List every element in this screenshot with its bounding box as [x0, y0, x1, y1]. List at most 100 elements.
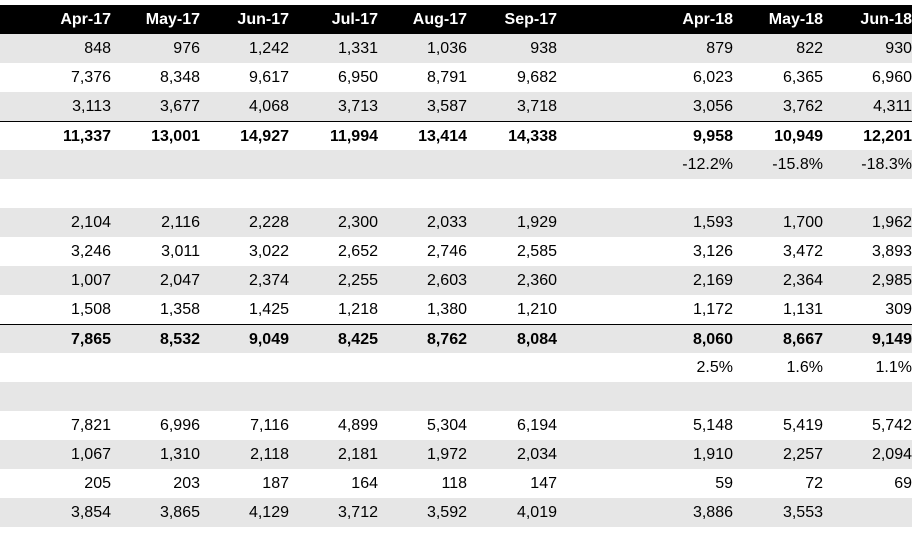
table-cell[interactable] — [26, 179, 111, 208]
table-cell[interactable]: 7,376 — [70, 69, 111, 86]
table-cell[interactable]: 2,255 — [337, 272, 378, 289]
table-cell[interactable] — [204, 353, 289, 382]
table-cell[interactable]: 5,419 — [782, 417, 823, 434]
table-cell[interactable]: 3,893 — [871, 243, 912, 260]
table-cell[interactable]: 12,201 — [863, 128, 912, 145]
table-cell[interactable]: 2,374 — [248, 272, 289, 289]
table-cell[interactable]: 1,036 — [426, 40, 467, 57]
table-cell[interactable] — [827, 498, 912, 527]
table-cell[interactable]: 2,228 — [248, 214, 289, 231]
table-cell[interactable]: 9,149 — [871, 331, 912, 348]
table-cell[interactable] — [827, 179, 912, 208]
table-cell[interactable]: -15.8% — [772, 156, 823, 173]
table-cell[interactable]: 1,242 — [248, 40, 289, 57]
table-cell[interactable]: 9,617 — [248, 69, 289, 86]
table-cell[interactable]: 8,060 — [692, 331, 733, 348]
table-cell[interactable] — [472, 382, 557, 411]
table-cell[interactable]: 3,553 — [782, 504, 823, 521]
table-cell[interactable]: 2,746 — [426, 243, 467, 260]
table-cell[interactable]: 1,172 — [692, 301, 733, 318]
column-header[interactable]: Jul-17 — [331, 11, 378, 28]
column-header[interactable]: Jun-17 — [237, 11, 289, 28]
table-cell[interactable]: 164 — [351, 475, 378, 492]
table-cell[interactable]: 6,194 — [516, 417, 557, 434]
table-cell[interactable]: 1,131 — [782, 301, 823, 318]
table-cell[interactable]: 1,007 — [70, 272, 111, 289]
table-cell[interactable]: 3,246 — [70, 243, 111, 260]
column-header[interactable]: Apr-17 — [60, 11, 111, 28]
table-cell[interactable]: 1,929 — [516, 214, 557, 231]
table-cell[interactable]: 11,337 — [62, 128, 111, 145]
table-cell[interactable] — [204, 179, 289, 208]
table-cell[interactable]: 9,682 — [516, 69, 557, 86]
table-cell[interactable]: 10,949 — [774, 128, 823, 145]
table-cell[interactable]: 309 — [885, 301, 912, 318]
table-cell[interactable]: 2,094 — [871, 446, 912, 463]
table-cell[interactable]: 205 — [84, 475, 111, 492]
table-cell[interactable]: 7,821 — [70, 417, 111, 434]
table-cell[interactable]: 1,700 — [782, 214, 823, 231]
table-cell[interactable]: 11,994 — [329, 128, 378, 145]
table-cell[interactable] — [382, 179, 467, 208]
table-cell[interactable]: 147 — [530, 475, 557, 492]
table-cell[interactable] — [472, 150, 557, 179]
table-cell[interactable]: 3,011 — [161, 243, 200, 260]
table-cell[interactable]: 848 — [84, 40, 111, 57]
table-cell[interactable] — [26, 382, 111, 411]
table-cell[interactable]: 1,210 — [516, 301, 557, 318]
table-cell[interactable]: 2,118 — [250, 446, 289, 463]
table-cell[interactable]: 5,148 — [692, 417, 733, 434]
table-cell[interactable]: 822 — [796, 40, 823, 57]
table-cell[interactable]: 1,972 — [426, 446, 467, 463]
table-cell[interactable]: 2,257 — [782, 446, 823, 463]
table-cell[interactable]: 1,218 — [337, 301, 378, 318]
table-cell[interactable]: 3,677 — [159, 98, 200, 115]
table-cell[interactable]: 2,985 — [871, 272, 912, 289]
column-header[interactable]: Jun-18 — [860, 11, 912, 28]
table-cell[interactable]: -18.3% — [861, 156, 912, 173]
table-cell[interactable] — [115, 179, 200, 208]
table-cell[interactable]: 3,886 — [692, 504, 733, 521]
table-cell[interactable]: 9,049 — [248, 331, 289, 348]
table-cell[interactable]: 2,585 — [516, 243, 557, 260]
table-cell[interactable]: 203 — [173, 475, 200, 492]
table-cell[interactable] — [115, 150, 200, 179]
table-cell[interactable]: 976 — [173, 40, 200, 57]
table-cell[interactable] — [382, 353, 467, 382]
table-cell[interactable]: 930 — [885, 40, 912, 57]
table-cell[interactable]: 2,116 — [161, 214, 200, 231]
table-cell[interactable]: 3,592 — [426, 504, 467, 521]
table-cell[interactable]: 1,380 — [426, 301, 467, 318]
table-cell[interactable]: 2,104 — [70, 214, 111, 231]
table-cell[interactable]: 13,001 — [151, 128, 200, 145]
table-cell[interactable]: 3,718 — [516, 98, 557, 115]
table-cell[interactable] — [293, 150, 378, 179]
table-cell[interactable]: 2,047 — [159, 272, 200, 289]
table-cell[interactable]: 3,587 — [426, 98, 467, 115]
table-cell[interactable] — [26, 353, 111, 382]
table-cell[interactable]: 1,310 — [159, 446, 200, 463]
table-cell[interactable]: 4,311 — [873, 98, 912, 115]
table-cell[interactable] — [293, 382, 378, 411]
table-cell[interactable]: 1.1% — [875, 359, 912, 376]
table-cell[interactable]: 3,712 — [337, 504, 378, 521]
table-cell[interactable] — [26, 150, 111, 179]
table-cell[interactable]: 8,532 — [159, 331, 200, 348]
table-cell[interactable]: 1,358 — [159, 301, 200, 318]
table-cell[interactable]: 2,169 — [692, 272, 733, 289]
table-cell[interactable]: 3,126 — [692, 243, 733, 260]
table-cell[interactable]: 1,425 — [248, 301, 289, 318]
table-cell[interactable]: 187 — [262, 475, 289, 492]
table-cell[interactable]: 2,652 — [337, 243, 378, 260]
table-cell[interactable]: 1,331 — [337, 40, 378, 57]
table-cell[interactable]: 1.6% — [786, 359, 823, 376]
table-cell[interactable] — [204, 382, 289, 411]
table-cell[interactable] — [738, 179, 823, 208]
table-cell[interactable]: 72 — [805, 475, 823, 492]
table-cell[interactable]: 2,603 — [426, 272, 467, 289]
column-header[interactable]: Sep-17 — [504, 11, 557, 28]
table-cell[interactable]: 6,365 — [782, 69, 823, 86]
table-cell[interactable] — [382, 150, 467, 179]
table-cell[interactable]: 4,129 — [248, 504, 289, 521]
table-cell[interactable]: 8,667 — [782, 331, 823, 348]
